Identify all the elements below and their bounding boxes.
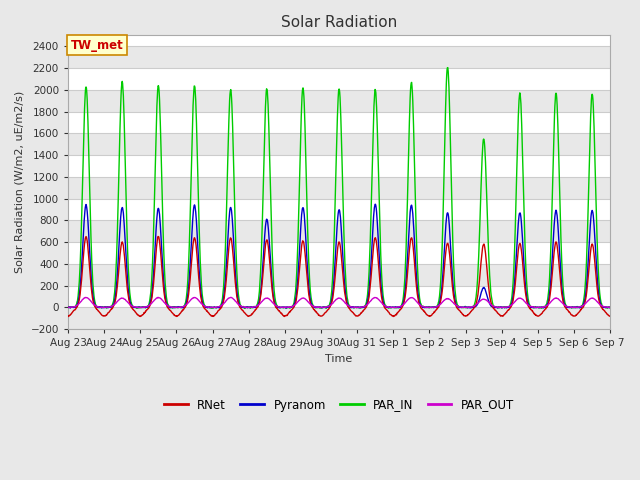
- RNet: [172, 313, 180, 319]
- Bar: [68, 220, 611, 242]
- Text: TW_met: TW_met: [70, 38, 124, 51]
- PAR_OUT: [499, 305, 506, 311]
- PAR_OUT: [172, 304, 180, 310]
- RNet: [154, 234, 162, 240]
- Line: RNet: RNet: [68, 237, 611, 316]
- PAR_IN: [185, 263, 193, 269]
- Bar: [68, 264, 611, 286]
- PAR_IN: [495, 305, 502, 311]
- PAR_IN: [172, 304, 179, 310]
- PAR_IN: [424, 304, 431, 310]
- Bar: [68, 307, 611, 329]
- RNet: [65, 313, 72, 319]
- PAR_IN: [543, 302, 550, 308]
- Title: Solar Radiation: Solar Radiation: [281, 15, 397, 30]
- PAR_OUT: [185, 299, 193, 305]
- Line: PAR_OUT: PAR_OUT: [68, 297, 611, 308]
- Pyranom: [245, 305, 253, 311]
- Bar: [68, 46, 611, 68]
- Bar: [68, 133, 611, 155]
- PAR_IN: [245, 304, 253, 310]
- PAR_OUT: [246, 304, 253, 310]
- PAR_IN: [444, 65, 451, 71]
- PAR_OUT: [495, 304, 502, 310]
- Pyranom: [282, 305, 290, 311]
- RNet: [64, 313, 72, 319]
- Legend: RNet, Pyranom, PAR_IN, PAR_OUT: RNet, Pyranom, PAR_IN, PAR_OUT: [159, 394, 518, 416]
- Pyranom: [543, 303, 550, 309]
- PAR_OUT: [64, 304, 72, 310]
- PAR_IN: [286, 305, 294, 311]
- RNet: [424, 312, 432, 318]
- Y-axis label: Solar Radiation (W/m2, uE/m2/s): Solar Radiation (W/m2, uE/m2/s): [15, 91, 25, 273]
- PAR_OUT: [154, 294, 162, 300]
- PAR_OUT: [607, 305, 614, 311]
- Pyranom: [64, 304, 72, 310]
- Line: Pyranom: Pyranom: [68, 204, 611, 308]
- Pyranom: [372, 202, 380, 207]
- PAR_IN: [64, 304, 72, 310]
- Pyranom: [185, 285, 193, 291]
- RNet: [495, 311, 502, 317]
- RNet: [543, 305, 550, 311]
- PAR_OUT: [543, 303, 550, 309]
- RNet: [186, 286, 193, 291]
- Pyranom: [607, 304, 614, 310]
- Bar: [68, 177, 611, 199]
- Pyranom: [495, 304, 502, 310]
- X-axis label: Time: Time: [326, 354, 353, 364]
- Bar: [68, 90, 611, 111]
- RNet: [246, 313, 254, 319]
- Line: PAR_IN: PAR_IN: [68, 68, 611, 308]
- PAR_OUT: [424, 304, 431, 310]
- RNet: [607, 313, 614, 319]
- PAR_IN: [607, 304, 614, 310]
- Pyranom: [172, 304, 179, 310]
- Pyranom: [424, 304, 432, 310]
